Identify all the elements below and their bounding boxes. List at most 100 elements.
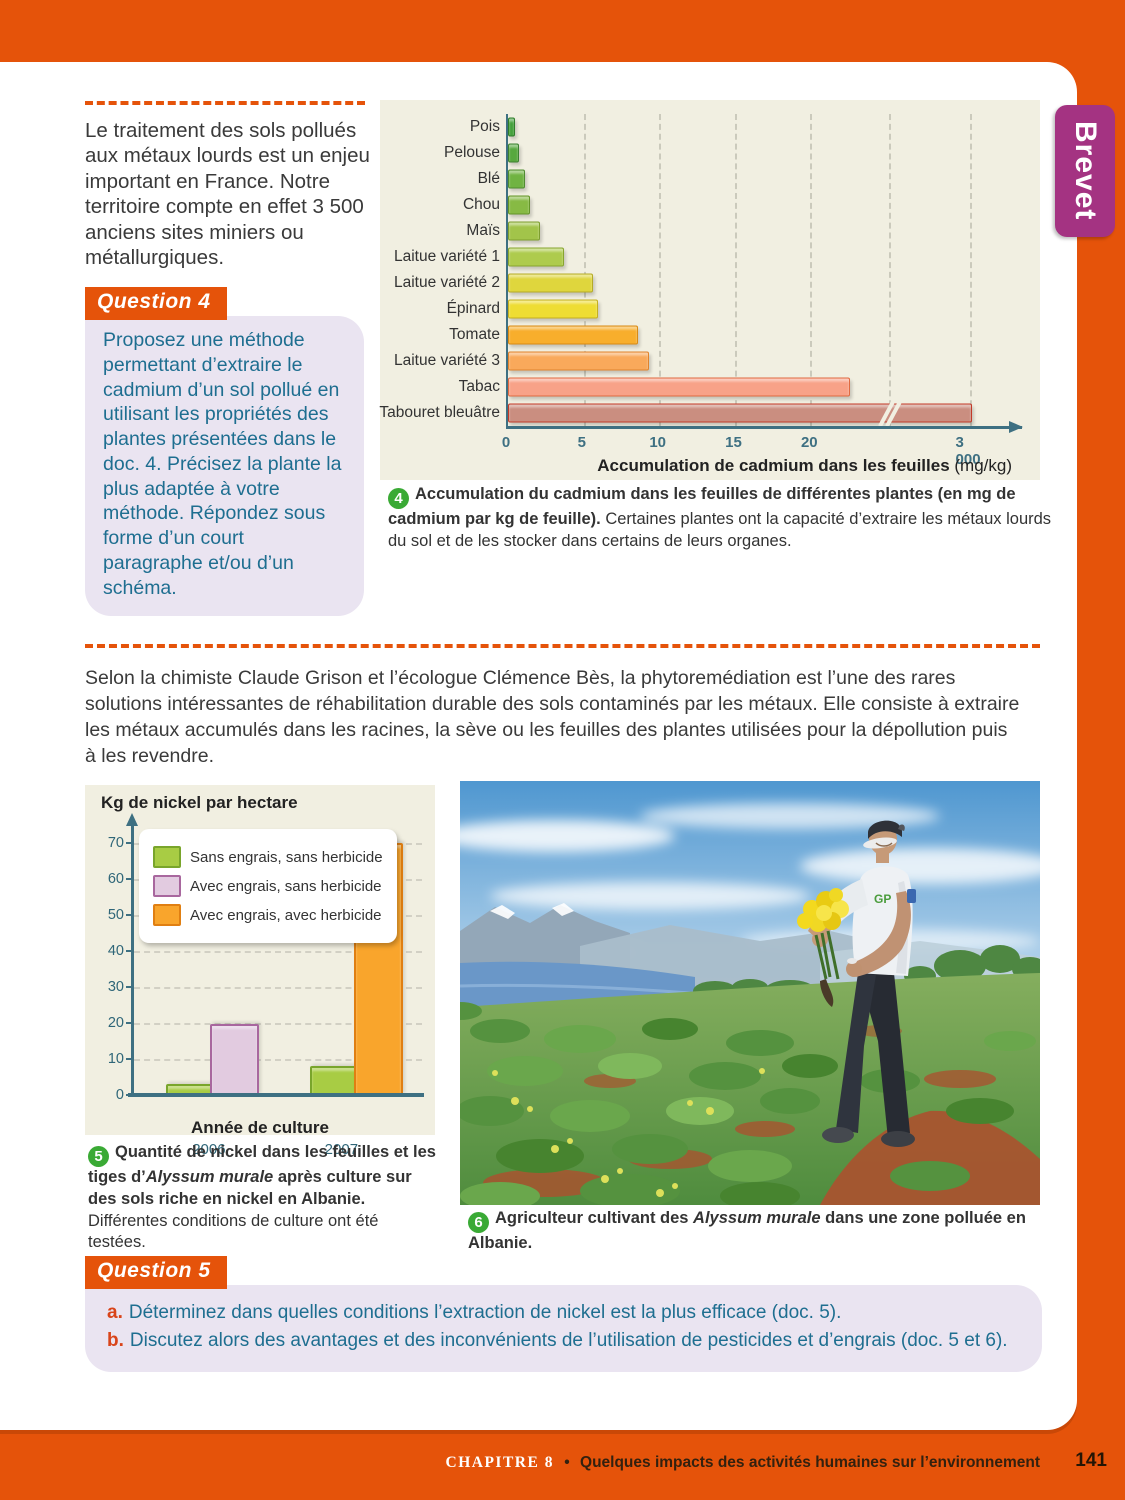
question5-item-text-1: Discutez alors des avantages et des inco… xyxy=(129,1329,1008,1351)
doc5-ytick-70: 70 xyxy=(107,835,124,851)
doc5-ytick-50: 50 xyxy=(107,907,124,923)
doc5-ytick-0: 0 xyxy=(115,1087,124,1103)
brevet-tab: Brevet xyxy=(1055,105,1115,237)
doc4-bar-7 xyxy=(508,299,598,319)
doc4-gridline-5 xyxy=(583,114,586,426)
doc4-xtick-5: 5 xyxy=(577,434,586,451)
doc4-gridline-20 xyxy=(810,114,813,426)
middle-paragraph: Selon la chimiste Claude Grison et l’éco… xyxy=(85,667,1020,767)
doc4-gridline-break xyxy=(889,114,892,426)
page-number: 141 xyxy=(1075,1450,1107,1471)
doc4-xtick-10: 10 xyxy=(649,434,666,451)
doc5-ytick-40: 40 xyxy=(107,943,124,959)
doc5-chart-panel: Kg de nickel par hectare 0 10 20 30 40 50 60 70… xyxy=(85,785,435,1158)
doc5-legend-label-0: Sans engrais, sans herbicide xyxy=(190,848,383,866)
doc5-caption-part-2: après culture sur des sols riche en nick… xyxy=(88,1168,412,1208)
doc5-legend-swatch-0 xyxy=(153,846,181,868)
doc5-ytick-60: 60 xyxy=(107,871,124,887)
doc4-bar-9 xyxy=(508,351,649,371)
doc4-axis-title: Accumulation de cadmium dans les feuille… xyxy=(597,456,1012,476)
doc4-chart-panel: Pois Pelouse Blé Chou Maïs Laitue variété 1 La… xyxy=(379,100,1040,480)
doc4-category-label-5: Laitue variété 1 xyxy=(394,248,500,265)
doc5-caption-part-3: Différentes conditions de culture ont ét… xyxy=(88,1211,379,1252)
doc6-photo: GP xyxy=(460,781,1040,1205)
doc5-legend-swatch-1 xyxy=(153,875,181,897)
doc4-category-label-11: Tabouret bleuâtre xyxy=(379,404,500,421)
doc5-bar-2006-s1 xyxy=(210,1024,259,1095)
doc5-ytickmark-10 xyxy=(126,1058,133,1060)
doc4-bar-0 xyxy=(508,117,515,137)
intro-paragraph: Le traitement des sols pollués aux métau… xyxy=(85,119,370,270)
doc4-xtick-0: 0 xyxy=(501,434,511,451)
doc4-category-labels: Pois Pelouse Blé Chou Maïs Laitue variété 1 La… xyxy=(379,114,506,426)
doc6-badge: 6 xyxy=(468,1212,489,1233)
doc4-category-label-9: Laitue variété 3 xyxy=(394,352,500,369)
doc4-bar-2 xyxy=(508,169,526,189)
doc5-ytickmark-60 xyxy=(126,878,133,880)
doc4-gridline-3000 xyxy=(970,114,973,426)
doc5-legend-row-0: Sans engrais, sans herbicide xyxy=(153,846,383,868)
doc4-caption-rest: Certaines plantes ont la capacité d’extr… xyxy=(388,510,1052,550)
farmer: GP xyxy=(797,820,916,1147)
doc6-caption: 6 Agriculteur cultivant des Alyssum mural… xyxy=(468,1208,1040,1255)
dashed-separator-top xyxy=(85,101,365,105)
doc5-legend-swatch-2 xyxy=(153,904,181,926)
question5-item-b: b. Discutez alors des avantages et des in… xyxy=(107,1327,1022,1355)
question5-box: a. Déterminez dans quelles conditions l’e… xyxy=(85,1285,1042,1373)
question4-header: Question 4 xyxy=(85,287,227,320)
doc5-x-axis xyxy=(128,1093,424,1097)
doc4-x-axis xyxy=(506,421,1023,433)
doc4-bar-8 xyxy=(508,325,639,345)
doc5-chart-title: Kg de nickel par hectare xyxy=(101,793,298,812)
dashed-separator-middle xyxy=(85,644,1040,648)
doc5-ytick-30: 30 xyxy=(107,979,124,995)
doc4-category-label-4: Maïs xyxy=(466,222,500,239)
footer-chapter-line: CHAPITRE 8 • Quelques impacts des activi… xyxy=(446,1454,1041,1472)
doc4-gridline-10 xyxy=(659,114,662,426)
doc4-axis-title-bold: Accumulation de cadmium dans les feuille… xyxy=(597,456,950,475)
doc4-category-label-3: Chou xyxy=(462,196,500,213)
page-footer: CHAPITRE 8 • Quelques impacts des activi… xyxy=(0,1430,1125,1500)
footer-chapter-title: Quelques impacts des activités humaines … xyxy=(580,1454,1040,1471)
doc4-bar-3 xyxy=(508,195,530,215)
doc5-ytickmark-40 xyxy=(126,950,133,952)
doc4-category-label-6: Laitue variété 2 xyxy=(394,274,500,291)
doc4-category-label-2: Blé xyxy=(477,170,500,187)
doc5-gridline-30 xyxy=(134,987,422,989)
doc5-bar-2007-s0 xyxy=(309,1065,359,1095)
question4-box: Proposez une méthode permettant d’extrai… xyxy=(85,316,364,617)
doc4-bar-5 xyxy=(508,247,565,267)
doc5-legend-label-2: Avec engrais, avec herbicide xyxy=(190,906,382,924)
doc5-ytickmark-30 xyxy=(126,986,133,988)
doc5-badge: 5 xyxy=(88,1146,109,1167)
question5-header: Question 5 xyxy=(85,1256,227,1289)
doc4-xtick-3000: 3 000 xyxy=(955,434,981,468)
doc5-gridline-20 xyxy=(134,1023,422,1025)
doc4-caption: 4 Accumulation du cadmium dans les feuill… xyxy=(388,484,1053,553)
brevet-tab-label: Brevet xyxy=(1069,121,1102,221)
doc5-ytickmark-50 xyxy=(126,914,133,916)
doc4-plot-area xyxy=(506,114,1000,428)
doc4-caption-bold: Accumulation du cadmium dans les feuille… xyxy=(388,485,1016,528)
doc4-bar-1 xyxy=(508,143,520,163)
doc6-caption-part-0: Agriculteur cultivant des xyxy=(495,1209,694,1227)
doc4-bar-6 xyxy=(508,273,594,293)
footer-bullet: • xyxy=(564,1454,570,1471)
doc4-category-label-7: Épinard xyxy=(446,300,500,317)
yellow-flower-dots xyxy=(492,1068,765,1197)
doc5-gridline-10 xyxy=(134,1059,422,1061)
shirt-logo-text: GP xyxy=(874,892,891,906)
doc5-xlabel-2007: 2007 xyxy=(324,1141,359,1158)
doc4-xtick-20: 20 xyxy=(800,434,818,451)
doc5-ytick-10: 10 xyxy=(107,1051,124,1067)
doc4-bar-11 xyxy=(508,403,973,423)
question5-item-letter-0: a. xyxy=(107,1302,123,1323)
doc5-ytick-20: 20 xyxy=(107,1015,124,1031)
question4-text: Proposez une méthode permettant d’extrai… xyxy=(103,329,342,599)
doc4-category-label-10: Tabac xyxy=(458,378,500,395)
doc5-legend-label-1: Avec engrais, sans herbicide xyxy=(190,877,382,895)
question5-item-letter-1: b. xyxy=(107,1329,124,1351)
doc5-caption: 5 Quantité de nickel dans les feuilles et… xyxy=(88,1142,440,1254)
flower-bouquet xyxy=(797,888,849,1007)
doc5-x-axis-title: Année de culture xyxy=(191,1118,329,1137)
